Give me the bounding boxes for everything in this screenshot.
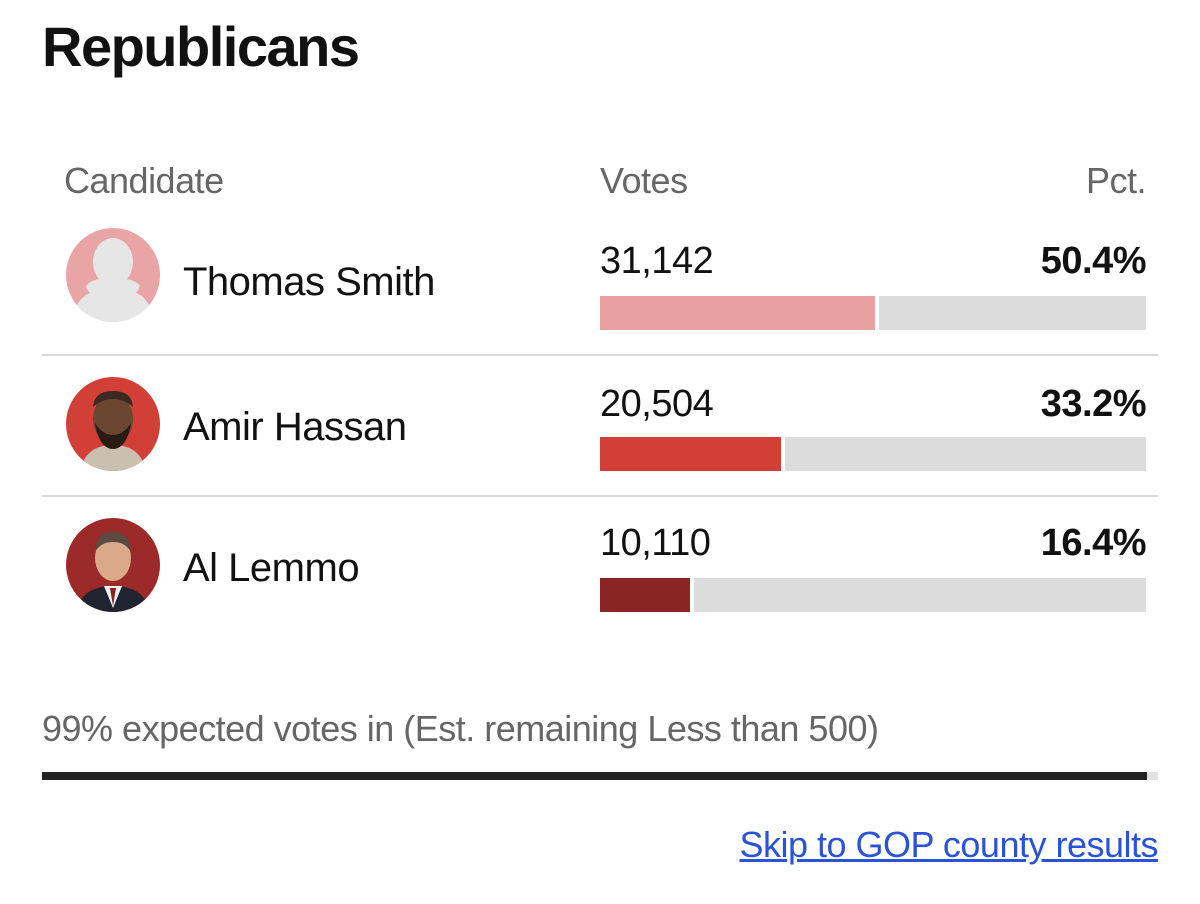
vote-count: 10,110 [600,522,711,564]
vote-percentage: 50.4% [1040,240,1147,282]
skip-to-county-results-link[interactable]: Skip to GOP county results [739,824,1158,865]
vote-count: 20,504 [600,383,714,425]
vote-share-bar [600,437,1146,471]
reporting-progress-fill [42,772,1147,780]
reporting-progress-bar [42,772,1158,780]
candidate-photo [66,377,160,471]
vote-percentage: 33.2% [1040,383,1147,425]
column-header-candidate: Candidate [64,160,224,201]
party-title: Republicans [42,15,360,78]
candidate-row: Amir Hassan 20,504 33.2% [42,355,1158,497]
candidate-name: Thomas Smith [183,260,435,304]
candidate-name: Amir Hassan [183,405,407,449]
candidate-name: Al Lemmo [183,546,360,590]
vote-share-bar [600,578,1146,612]
candidate-photo [66,518,160,612]
column-header-votes: Votes [600,160,688,201]
vote-share-bar-fill [600,437,786,471]
placeholder-avatar-icon [66,228,160,322]
vote-count: 31,142 [600,240,714,282]
candidate-row: Al Lemmo 10,110 16.4% [42,496,1158,636]
candidate-row: Thomas Smith 31,142 50.4% [42,214,1158,356]
vote-share-bar [600,296,1146,330]
reporting-status: 99% expected votes in (Est. remaining Le… [42,708,879,749]
column-header-pct: Pct. [1085,160,1147,201]
vote-share-bar-fill [600,578,694,612]
vote-share-bar-fill [600,296,880,330]
vote-percentage: 16.4% [1040,522,1147,564]
